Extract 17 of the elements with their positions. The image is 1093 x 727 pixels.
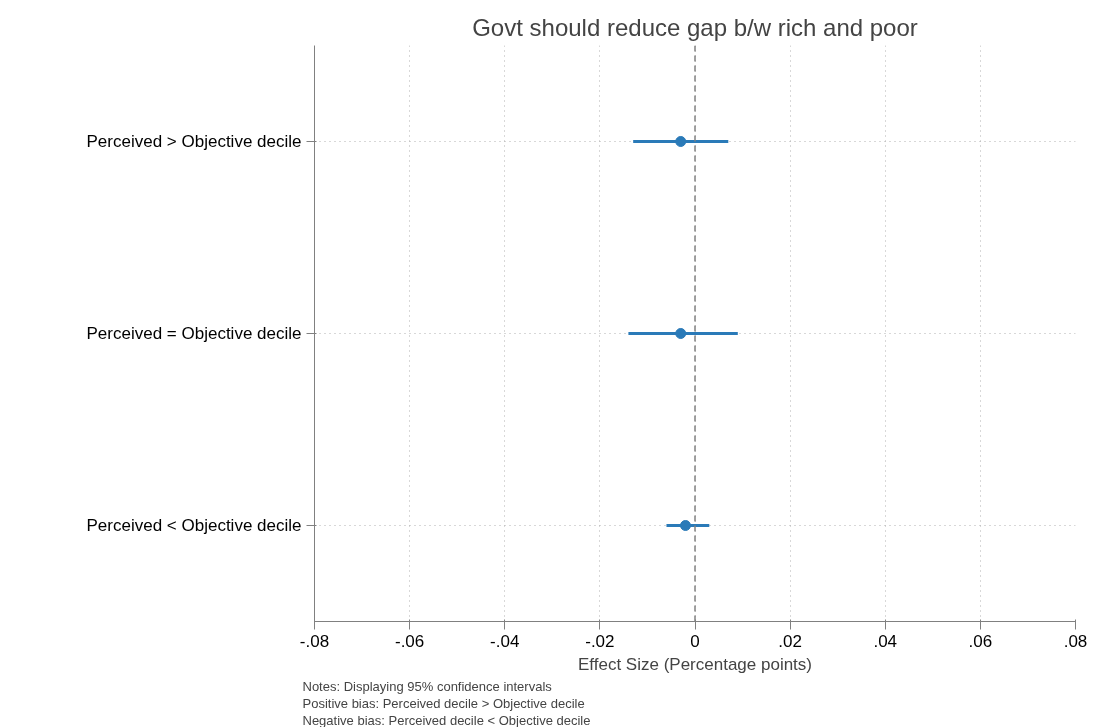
y-tick-label: Perceived = Objective decile — [86, 324, 302, 343]
text: Positive bias: Perceived decile > Objective decile — [302, 695, 585, 711]
y-tick-label: Perceived < Objective decile — [86, 516, 302, 535]
x-tick-label: -.08 — [299, 631, 330, 651]
x-tick-label: .08 — [1063, 631, 1088, 651]
x-tick-label: -.06 — [394, 631, 425, 651]
text: Negative bias: Perceived decile < Objective decile — [302, 712, 591, 727]
x-tick-label: .02 — [778, 631, 802, 651]
x-tick-label: .06 — [968, 631, 993, 651]
x-tick-label: -.04 — [490, 631, 520, 651]
x-axis-title: Effect Size (Percentage points) — [577, 654, 813, 674]
x-tick-label: .04 — [873, 631, 898, 651]
x-tick-label: -.02 — [585, 631, 615, 651]
x-tick-label: 0 — [690, 631, 700, 651]
text: Notes: Displaying 95% confidence intervals — [302, 678, 553, 694]
y-tick-label: Perceived > Objective decile — [86, 132, 302, 151]
chart-title: Govt should reduce gap b/w rich and poor — [472, 13, 918, 41]
